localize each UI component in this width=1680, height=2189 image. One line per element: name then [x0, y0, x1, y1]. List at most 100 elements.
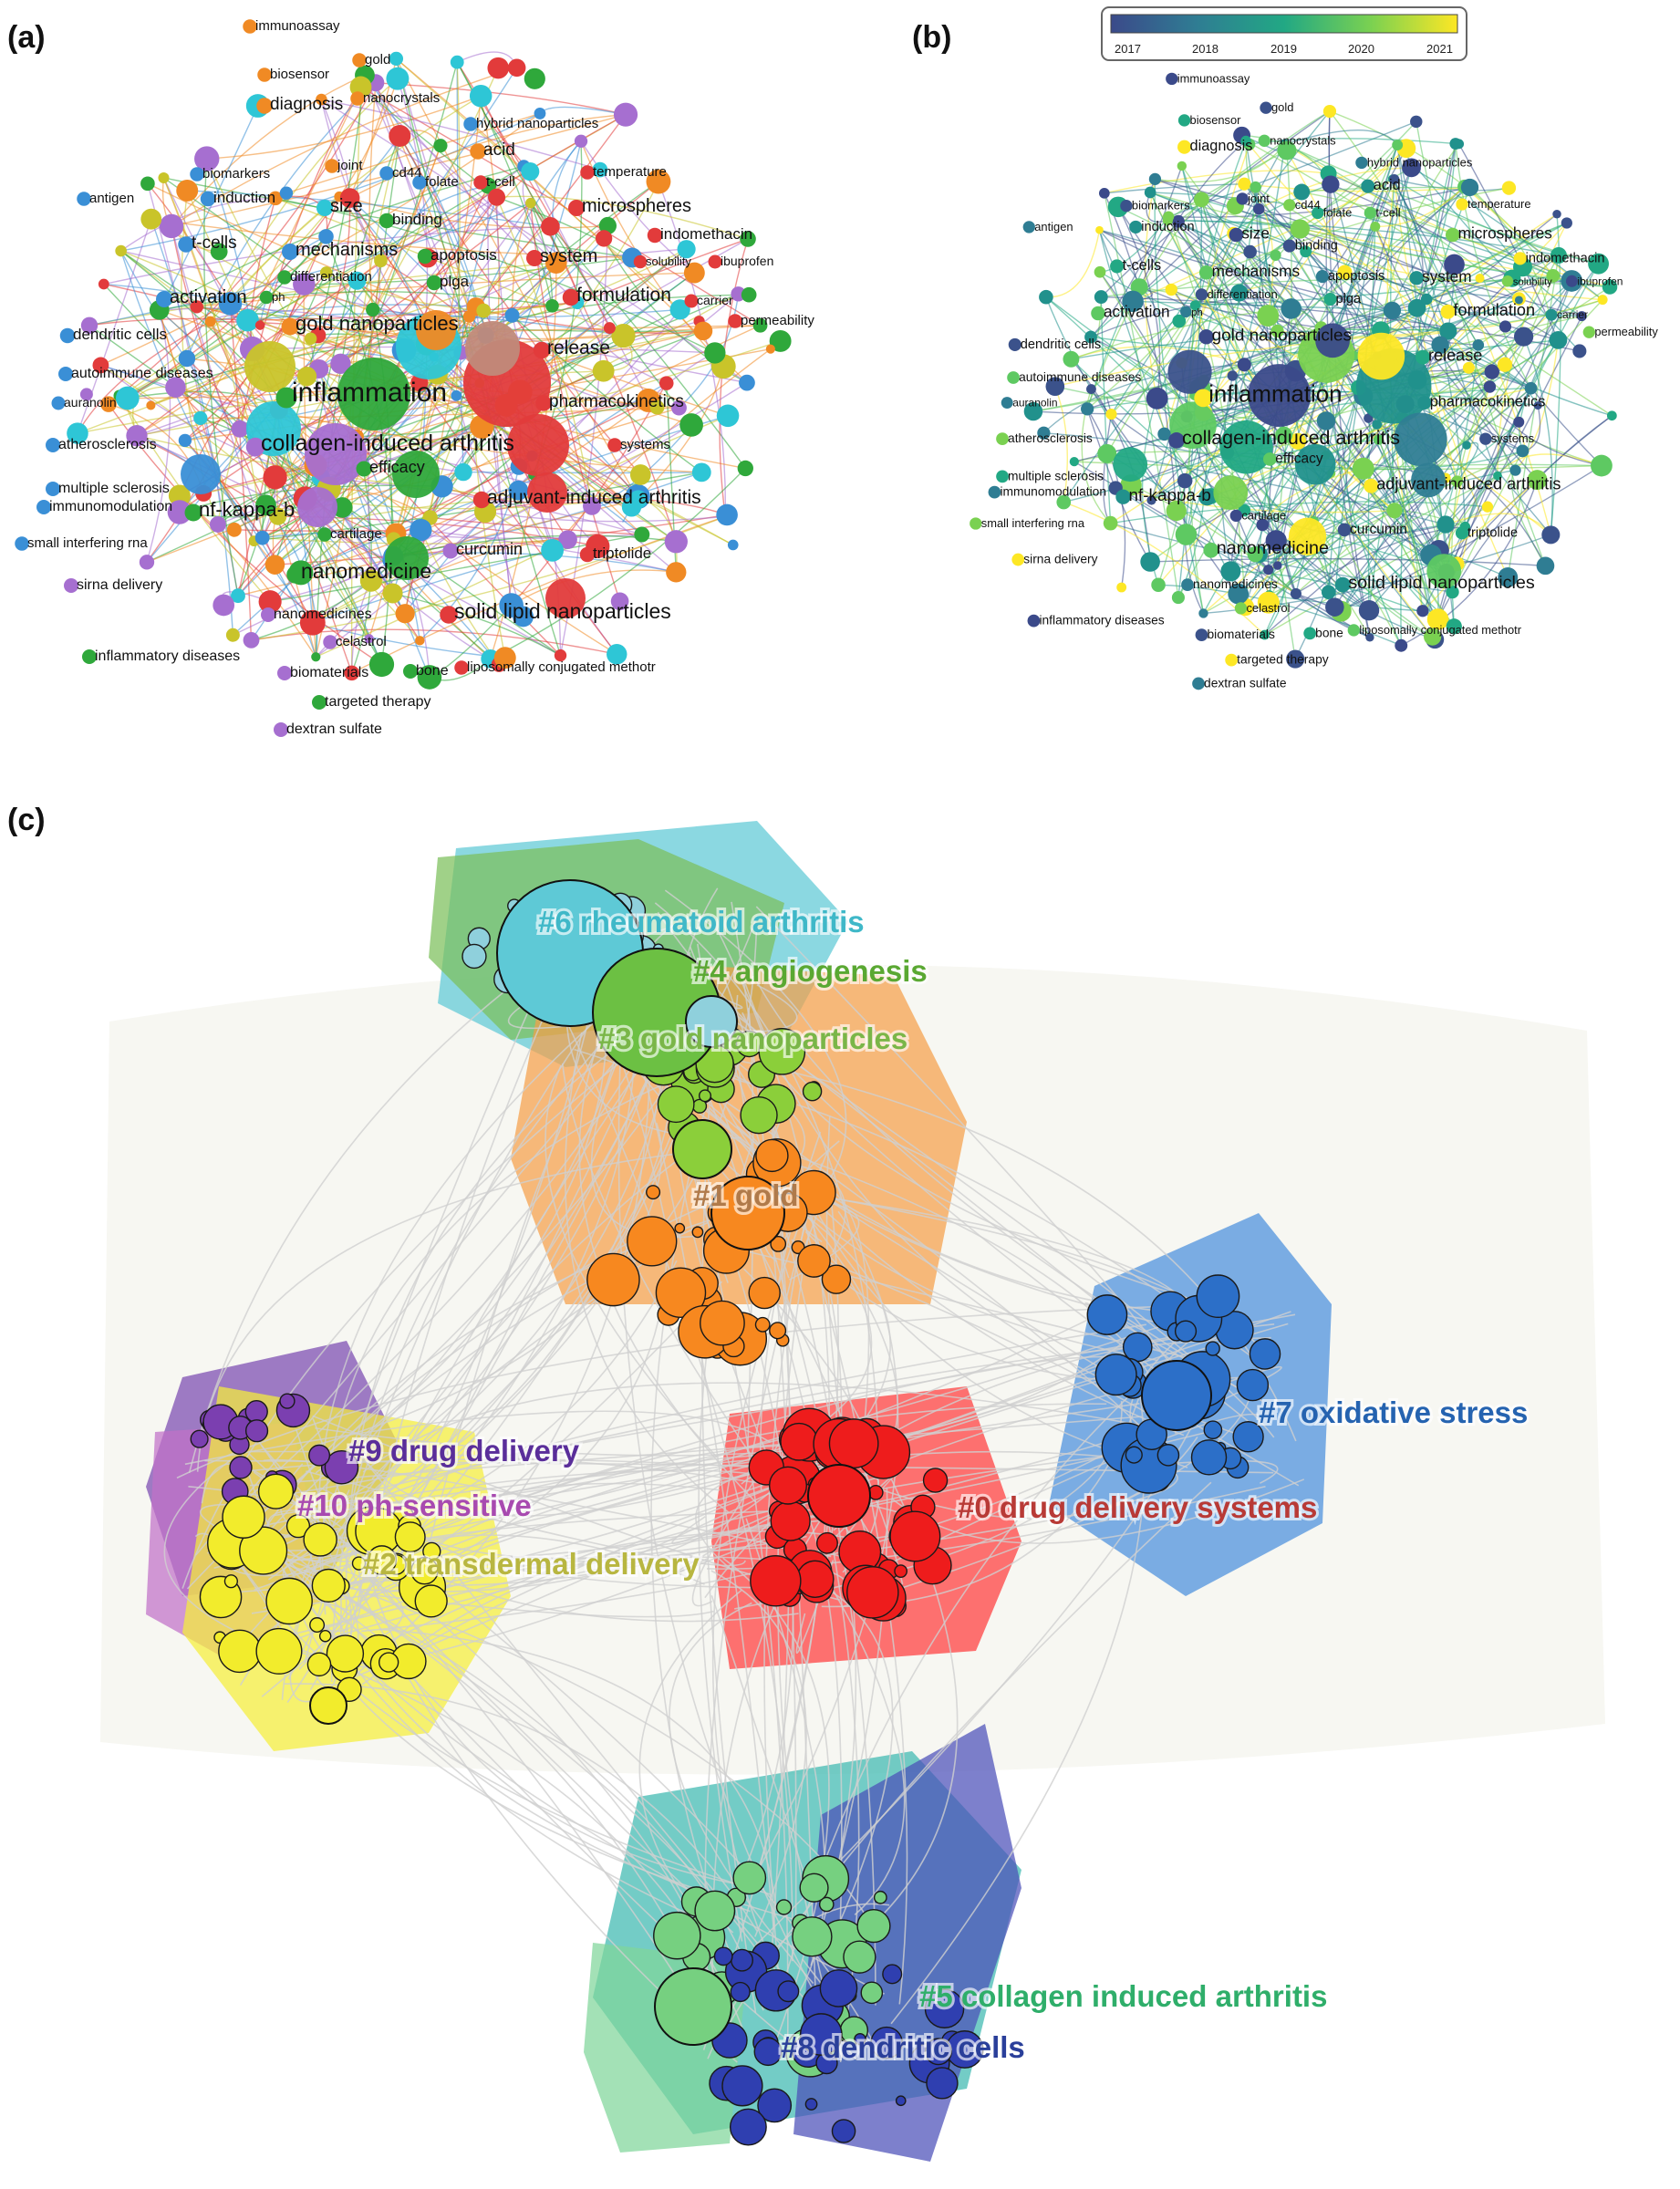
keyword-label: t-cells	[192, 233, 237, 253]
keyword-label: immunomodulation	[1000, 485, 1106, 499]
network-node	[1146, 387, 1168, 410]
cluster-node	[730, 1981, 751, 2003]
network-node	[1321, 585, 1336, 599]
network-node	[521, 162, 540, 182]
co-citation-edge	[654, 902, 880, 1444]
network-node	[583, 496, 601, 515]
network-edge	[108, 82, 377, 405]
keyword-node	[286, 565, 305, 584]
network-node	[507, 58, 526, 78]
network-edge	[539, 106, 627, 116]
network-node	[545, 298, 559, 313]
cluster-node	[926, 2067, 959, 2100]
network-node	[1063, 350, 1080, 368]
network-edge	[285, 112, 541, 194]
cluster-node	[775, 1899, 793, 1915]
cluster-node	[1174, 1320, 1198, 1343]
network-node	[231, 420, 249, 438]
keyword-node	[463, 117, 478, 131]
network-node	[1265, 530, 1287, 552]
keyword-node	[568, 200, 585, 216]
network-node	[1263, 565, 1274, 576]
keyword-node	[243, 19, 257, 34]
keyword-label: targeted therapy	[1237, 653, 1329, 667]
cluster-label: #0 drug delivery systems	[958, 1490, 1317, 1524]
keyword-node	[1115, 489, 1131, 504]
keyword-node	[379, 213, 395, 229]
cluster-node	[731, 1948, 753, 1972]
keyword-label: nanocrystals	[363, 90, 440, 106]
network-hub-node	[507, 414, 569, 476]
co-citation-edge	[784, 1162, 846, 1253]
network-node	[462, 310, 476, 323]
network-node	[1444, 254, 1465, 275]
network-edge	[159, 291, 553, 311]
network-node	[634, 526, 650, 543]
network-node	[450, 55, 464, 69]
network-hub-node	[545, 578, 586, 618]
network-node	[613, 102, 638, 127]
cluster-node	[1190, 1439, 1228, 1476]
keyword-label: adjuvant-induced arthritis	[1376, 475, 1561, 493]
keyword-label: formulation	[576, 285, 671, 306]
keyword-label: folate	[1323, 205, 1353, 219]
keyword-node	[1456, 198, 1468, 211]
cluster-node	[367, 1545, 398, 1575]
keyword-label: size	[330, 196, 363, 216]
network-edge	[1455, 143, 1532, 389]
network-node	[1144, 186, 1156, 199]
network-edge	[530, 202, 554, 306]
network-node	[1086, 384, 1096, 394]
network-edge	[119, 395, 271, 603]
network-node	[210, 243, 228, 261]
keyword-node	[1129, 220, 1143, 234]
cluster-hub-node	[1141, 1360, 1212, 1431]
keyword-node	[708, 254, 722, 269]
keyword-label: permeability	[1594, 325, 1658, 338]
keyword-label: atherosclerosis	[58, 437, 157, 452]
keyword-node	[184, 503, 202, 522]
keyword-node	[440, 606, 458, 624]
network-edge	[1283, 213, 1558, 436]
co-citation-edge	[251, 916, 758, 1522]
network-node	[646, 169, 671, 194]
network-node	[269, 507, 287, 525]
keyword-node	[190, 167, 204, 182]
co-citation-edge	[176, 1305, 1173, 1479]
network-hub-node	[297, 487, 337, 527]
network-node	[1260, 629, 1270, 640]
network-node	[1498, 567, 1519, 587]
network-node	[1177, 472, 1193, 489]
cluster-node	[732, 1861, 767, 1895]
cluster-node	[309, 1617, 326, 1634]
network-edge	[360, 86, 557, 264]
network-node	[1410, 115, 1423, 129]
cluster-node	[843, 1940, 876, 1974]
network-hub-node	[1357, 332, 1405, 380]
network-node	[1358, 600, 1380, 621]
network-node	[386, 67, 410, 90]
network-hub-node	[1288, 517, 1327, 555]
keyword-node	[245, 437, 265, 457]
keyword-node	[1192, 677, 1205, 690]
network-hub-node	[1394, 412, 1447, 466]
keyword-label: pharmacokinetics	[549, 392, 684, 411]
keyword-label: atherosclerosis	[1008, 431, 1093, 445]
network-node	[1172, 314, 1187, 328]
network-edge	[1149, 192, 1524, 337]
cluster-node	[721, 2065, 763, 2107]
network-node	[741, 286, 757, 303]
network-edge	[430, 516, 642, 535]
network-node	[664, 530, 688, 554]
keyword-node	[82, 649, 97, 664]
network-edge	[349, 197, 608, 229]
keyword-label: nanomedicines	[1193, 577, 1278, 591]
keyword-label: biosensor	[1190, 113, 1242, 127]
network-node	[1420, 293, 1433, 306]
network-node	[487, 57, 510, 79]
panel-label-a: (a)	[7, 20, 46, 55]
co-citation-edge	[544, 1064, 718, 1458]
network-node	[595, 230, 613, 247]
network-node	[1140, 552, 1160, 572]
keyword-label: ibuprofen	[721, 254, 773, 268]
